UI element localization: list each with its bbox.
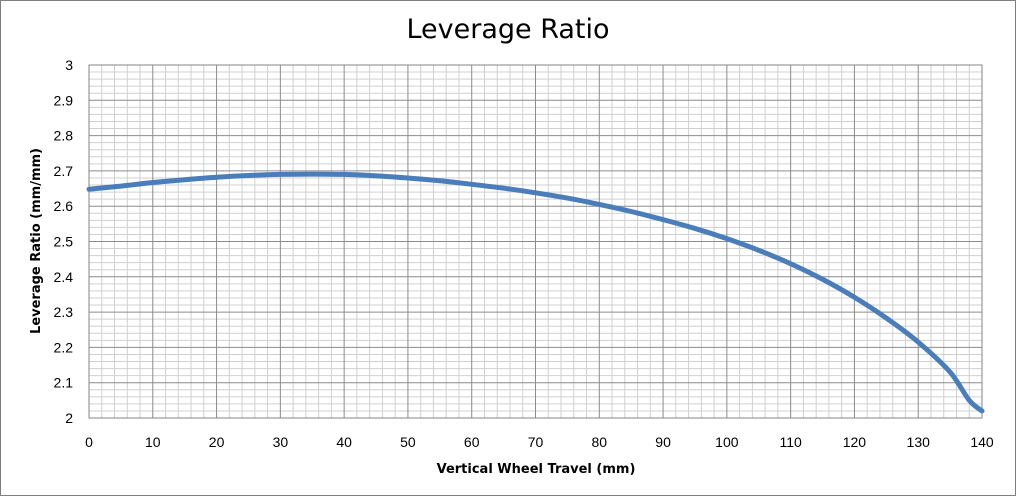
y-tick-label: 3: [65, 57, 73, 73]
x-tick-label: 60: [464, 434, 480, 450]
y-axis-label: Leverage Ratio (mm/mm): [29, 148, 44, 334]
major-grid: [88, 64, 983, 419]
y-tick-label: 2.8: [54, 128, 74, 144]
y-tick-label: 2: [65, 410, 73, 426]
x-tick-label: 20: [209, 434, 225, 450]
plot-area-border: [88, 64, 983, 419]
x-tick-label: 90: [655, 434, 671, 450]
x-axis-ticks: 0 10 20 30 40 50 60 70 80 90 100 110 120 130 140: [85, 434, 994, 450]
series-layer: [86, 171, 985, 414]
y-tick-label: 2.9: [54, 92, 74, 108]
y-tick-label: 2.4: [54, 269, 74, 285]
y-tick-label: 2.7: [54, 163, 74, 179]
x-tick-label: 70: [528, 434, 544, 450]
y-tick-label: 2.6: [54, 198, 74, 214]
x-tick-label: 50: [400, 434, 416, 450]
chart-title: Leverage Ratio: [406, 14, 609, 45]
x-tick-label: 120: [843, 434, 867, 450]
y-tick-label: 2.5: [54, 234, 74, 250]
y-axis-ticks: 2 2.1 2.2 2.3 2.4 2.5 2.6 2.7 2.8 2.9 3: [54, 57, 74, 426]
x-tick-label: 40: [336, 434, 352, 450]
x-tick-label: 0: [85, 434, 93, 450]
x-tick-label: 30: [273, 434, 289, 450]
x-tick-label: 100: [715, 434, 739, 450]
y-tick-label: 2.2: [54, 339, 74, 355]
x-tick-label: 80: [591, 434, 607, 450]
leverage-ratio-series-line: [86, 171, 985, 414]
y-tick-label: 2.1: [54, 375, 74, 391]
x-tick-label: 10: [145, 434, 161, 450]
x-tick-label: 110: [779, 434, 802, 450]
x-axis-label: Vertical Wheel Travel (mm): [437, 462, 636, 477]
x-tick-label: 130: [907, 434, 931, 450]
x-tick-label: 140: [970, 434, 994, 450]
y-tick-label: 2.3: [54, 304, 74, 320]
